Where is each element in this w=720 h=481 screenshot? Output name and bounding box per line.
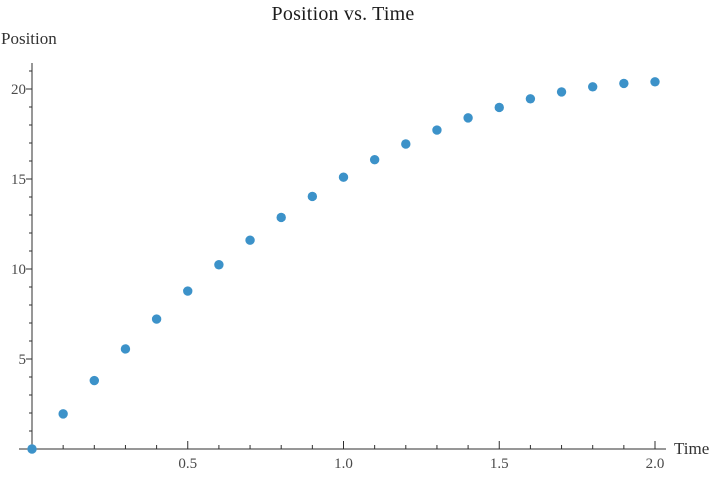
data-point bbox=[432, 125, 442, 135]
chart-title: Position vs. Time bbox=[271, 3, 415, 25]
y-tick-label: 10 bbox=[11, 262, 26, 278]
y-tick-label: 15 bbox=[11, 172, 26, 188]
data-point bbox=[401, 139, 411, 149]
data-point bbox=[120, 344, 131, 354]
data-point bbox=[494, 102, 504, 113]
data-point bbox=[619, 78, 629, 89]
data-point bbox=[525, 94, 536, 104]
x-axis-label: Time bbox=[674, 439, 710, 458]
x-tick-label: 1.5 bbox=[490, 456, 509, 472]
data-point bbox=[369, 155, 380, 165]
data-point bbox=[58, 409, 68, 419]
data-point bbox=[276, 212, 286, 223]
x-tick-label: 0.5 bbox=[178, 456, 197, 472]
y-tick-label: 20 bbox=[11, 82, 26, 98]
data-point bbox=[245, 235, 255, 245]
data-point bbox=[588, 82, 598, 92]
data-point bbox=[338, 172, 349, 182]
data-point bbox=[556, 87, 567, 97]
data-point bbox=[307, 191, 318, 202]
data-point bbox=[463, 113, 473, 123]
data-point bbox=[183, 286, 193, 296]
y-axis-label: Position bbox=[1, 29, 57, 48]
data-point bbox=[151, 314, 162, 324]
y-tick-label: 5 bbox=[19, 352, 27, 368]
x-tick-label: 1.0 bbox=[334, 456, 353, 472]
data-point bbox=[89, 375, 100, 386]
x-tick-label: 2.0 bbox=[646, 456, 665, 472]
data-point bbox=[27, 444, 37, 454]
data-point bbox=[214, 260, 224, 270]
data-point bbox=[650, 77, 660, 87]
